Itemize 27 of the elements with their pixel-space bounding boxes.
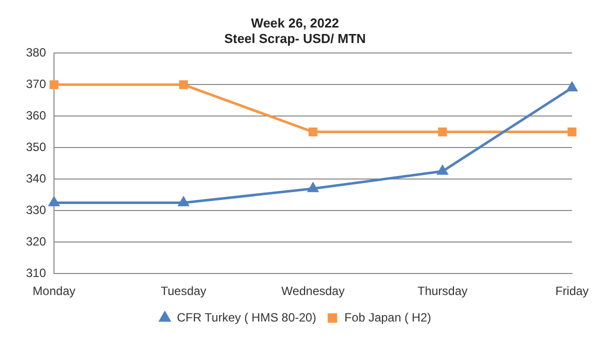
y-tick-label: 320: [26, 234, 46, 248]
y-tick-label: 350: [26, 140, 46, 154]
point: [178, 197, 189, 206]
y-tick-label: 340: [26, 171, 46, 186]
x-tick-label: Monday: [32, 284, 76, 298]
point: [308, 182, 318, 192]
point: [438, 127, 447, 136]
y-tick-label: 310: [26, 266, 46, 280]
text: Steel Scrap- USD/ MTN: [224, 30, 366, 46]
point: [48, 197, 60, 206]
x-tick-label: Tuesday: [160, 284, 206, 298]
text: Week 26, 2022: [251, 15, 339, 30]
y-tick-label: 330: [26, 202, 46, 217]
point: [308, 127, 318, 136]
point: [566, 82, 578, 92]
x-tick-label: Friday: [555, 284, 589, 298]
point: [437, 166, 448, 175]
x-tick-label: Wednesday: [281, 284, 345, 298]
y-tick-label: 360: [26, 108, 46, 122]
point: [179, 80, 188, 90]
point: [568, 127, 576, 136]
x-tick-label: Thursday: [417, 284, 468, 298]
y-tick-label: 380: [26, 46, 46, 60]
point: [50, 80, 58, 90]
legend-label: Fob Japan ( H2): [344, 310, 432, 324]
legend-label: CFR Turkey ( HMS 80-20): [176, 310, 316, 324]
y-tick-label: 370: [26, 77, 46, 91]
